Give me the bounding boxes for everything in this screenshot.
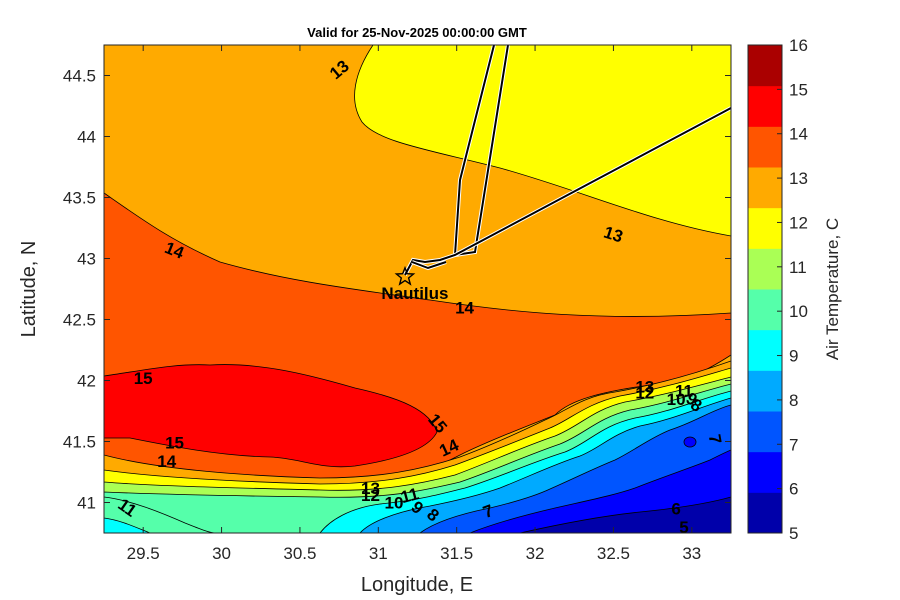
colorbar-frame bbox=[747, 44, 783, 534]
contour-label: 10 bbox=[667, 390, 686, 409]
colorbar-tick-label: 15 bbox=[789, 80, 808, 99]
contour-label: 7 bbox=[705, 433, 725, 446]
colorbar-tick-label: 12 bbox=[789, 213, 808, 232]
y-axis: 41 41.5 42 42.5 43 43.5 44 44.5 bbox=[63, 67, 731, 513]
contour-label: 13 bbox=[361, 479, 380, 498]
track-lines bbox=[403, 45, 731, 276]
y-tick-label: 43 bbox=[77, 250, 96, 269]
colorbar: 5 6 7 8 9 10 11 12 13 14 15 16 bbox=[747, 36, 808, 543]
contour-label: 5 bbox=[679, 518, 688, 537]
y-tick-label: 41 bbox=[77, 494, 96, 513]
colorbar-label: Air Temperature, C bbox=[823, 218, 842, 360]
y-tick-label: 43.5 bbox=[63, 189, 96, 208]
band-15-16 bbox=[104, 364, 438, 468]
x-tick-label: 31.5 bbox=[440, 544, 473, 563]
site-label: Nautilus bbox=[381, 284, 448, 303]
colorbar-segment bbox=[748, 451, 782, 493]
contour-label: 12 bbox=[635, 384, 654, 403]
band-lowest-west bbox=[104, 517, 151, 533]
contour-label: 10 bbox=[385, 494, 404, 513]
x-tick-label: 30 bbox=[212, 544, 231, 563]
colorbar-segment bbox=[748, 85, 782, 127]
colorbar-tick-label: 11 bbox=[789, 258, 807, 277]
y-tick-label: 42.5 bbox=[63, 311, 96, 330]
colorbar-tick-label: 6 bbox=[789, 480, 798, 499]
colorbar-tick-label: 13 bbox=[789, 169, 808, 188]
contour-label: 6 bbox=[671, 500, 680, 519]
y-tick-label: 41.5 bbox=[63, 433, 96, 452]
colorbar-segment bbox=[748, 289, 782, 331]
colorbar-segment bbox=[748, 248, 782, 290]
site-star-icon bbox=[394, 265, 416, 286]
site-layer: Nautilus bbox=[381, 265, 448, 303]
contour-label: 13 bbox=[635, 378, 654, 397]
x-tick-label: 29.5 bbox=[127, 544, 160, 563]
x-tick-label: 32 bbox=[526, 544, 545, 563]
plot-area bbox=[104, 45, 731, 533]
colorbar-segment bbox=[748, 207, 782, 249]
colorbar-tick-label: 8 bbox=[789, 391, 798, 410]
x-tick-label: 31 bbox=[369, 544, 388, 563]
contour-label: 14 bbox=[157, 452, 176, 471]
colorbar-segment bbox=[748, 167, 782, 209]
y-tick-label: 44 bbox=[77, 128, 96, 147]
y-tick-label: 42 bbox=[77, 372, 96, 391]
colorbar-segment bbox=[748, 492, 782, 534]
contour-label: 11 bbox=[675, 381, 693, 400]
plot-frame bbox=[103, 44, 732, 534]
band-12-13 bbox=[354, 45, 731, 237]
y-axis-label: Latitude, N bbox=[18, 241, 40, 338]
contour-label: 14 bbox=[455, 298, 474, 317]
colorbar-tick-label: 14 bbox=[789, 125, 808, 144]
colorbar-segment bbox=[748, 411, 782, 453]
colorbar-tick-label: 7 bbox=[789, 435, 798, 454]
y-tick-label: 44.5 bbox=[63, 67, 96, 86]
band-below-6 bbox=[519, 496, 731, 533]
colorbar-segment bbox=[748, 329, 782, 371]
x-tick-label: 33 bbox=[682, 544, 701, 563]
colorbar-segment bbox=[748, 126, 782, 168]
contour-label: 13 bbox=[601, 223, 625, 247]
x-tick-label: 32.5 bbox=[597, 544, 630, 563]
cold-spot bbox=[683, 436, 697, 448]
x-axis-label: Longitude, E bbox=[361, 574, 473, 596]
colorbar-segment bbox=[748, 45, 782, 87]
contour-label: 15 bbox=[165, 434, 184, 453]
colorbar-segment bbox=[748, 370, 782, 412]
x-axis: 29.5 30 30.5 31 31.5 32 32.5 33 bbox=[127, 45, 701, 563]
colorbar-tick-label: 5 bbox=[789, 524, 798, 543]
contour-label: 11 bbox=[399, 484, 421, 507]
colorbar-tick-label: 16 bbox=[789, 36, 808, 55]
contour-label: 12 bbox=[361, 486, 380, 505]
colorbar-tick-label: 10 bbox=[789, 302, 808, 321]
x-tick-label: 30.5 bbox=[283, 544, 316, 563]
chart-title: Valid for 25-Nov-2025 00:00:00 GMT bbox=[307, 25, 527, 40]
contour-label: 15 bbox=[134, 369, 153, 388]
colorbar-tick-label: 9 bbox=[789, 347, 798, 366]
